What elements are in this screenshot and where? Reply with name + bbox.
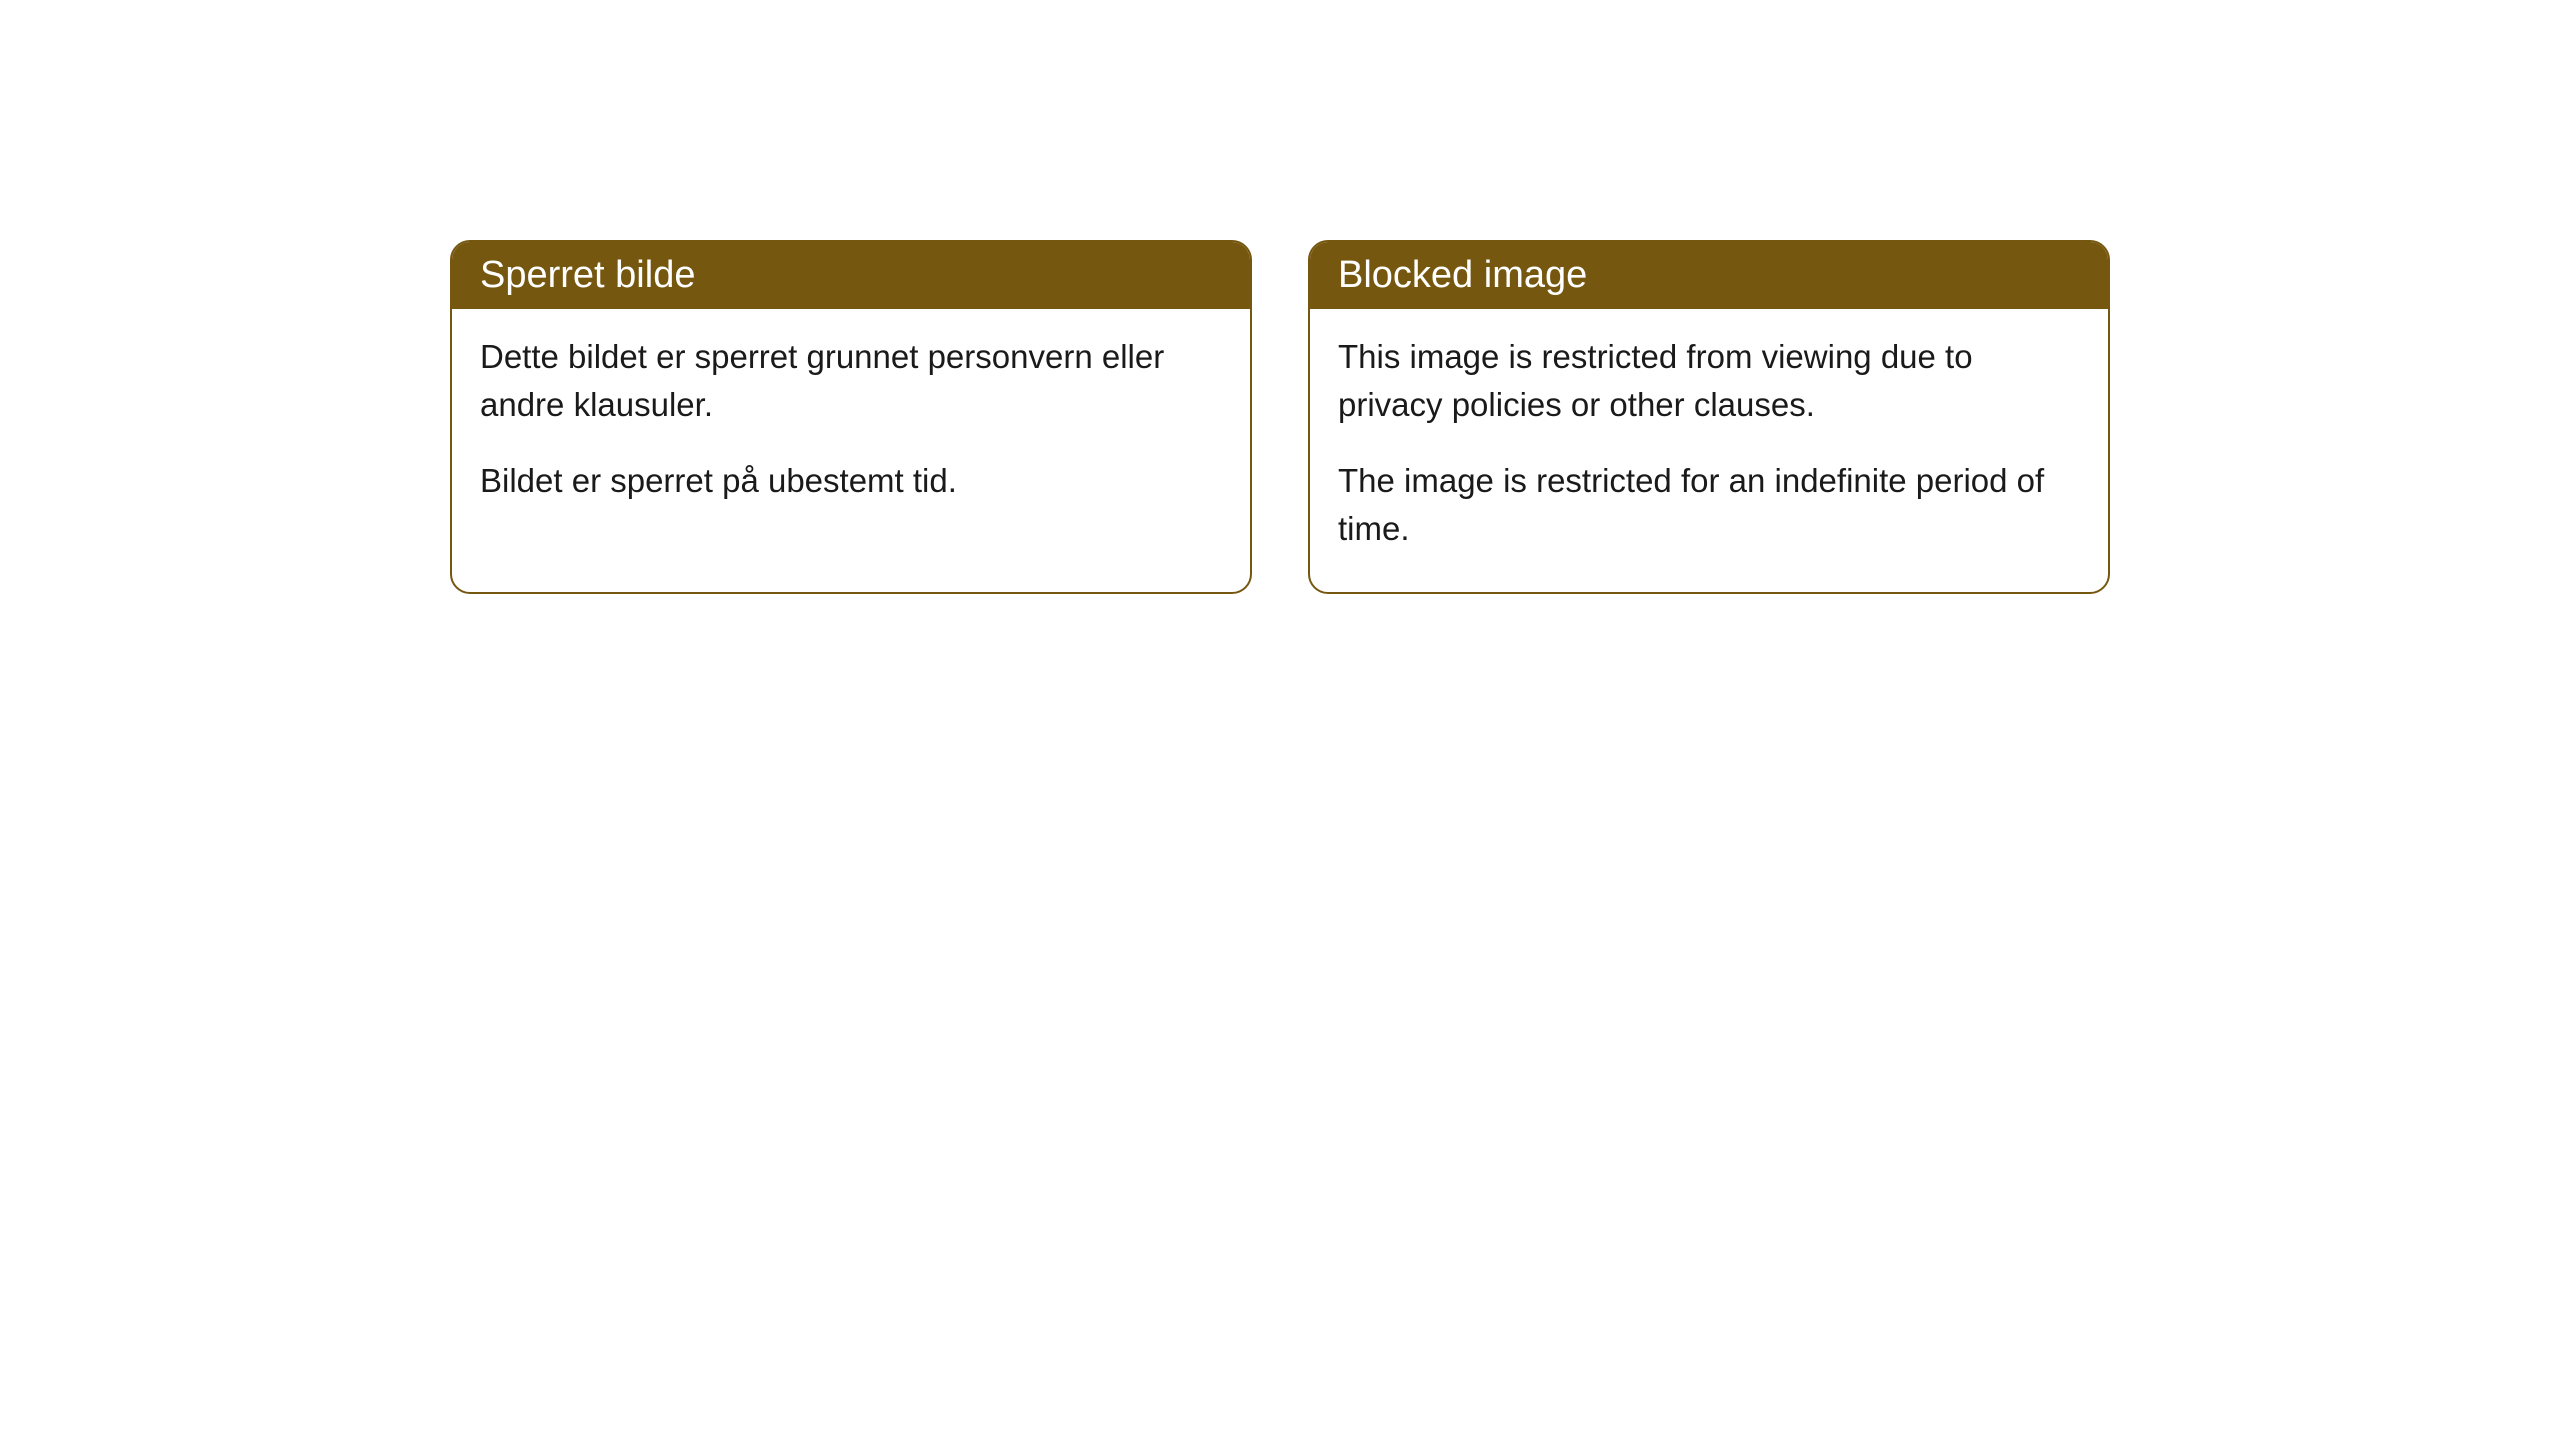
card-paragraph: Bildet er sperret på ubestemt tid. xyxy=(480,457,1222,505)
card-title-english: Blocked image xyxy=(1338,254,1587,296)
cards-container: Sperret bilde Dette bildet er sperret gr… xyxy=(450,240,2560,594)
card-norwegian: Sperret bilde Dette bildet er sperret gr… xyxy=(450,240,1252,594)
card-paragraph: This image is restricted from viewing du… xyxy=(1338,333,2080,429)
card-title-norwegian: Sperret bilde xyxy=(480,254,695,296)
card-english: Blocked image This image is restricted f… xyxy=(1308,240,2110,594)
card-header-english: Blocked image xyxy=(1310,242,2108,309)
card-paragraph: The image is restricted for an indefinit… xyxy=(1338,457,2080,553)
card-body-norwegian: Dette bildet er sperret grunnet personve… xyxy=(452,309,1250,545)
card-paragraph: Dette bildet er sperret grunnet personve… xyxy=(480,333,1222,429)
card-body-english: This image is restricted from viewing du… xyxy=(1310,309,2108,592)
card-header-norwegian: Sperret bilde xyxy=(452,242,1250,309)
